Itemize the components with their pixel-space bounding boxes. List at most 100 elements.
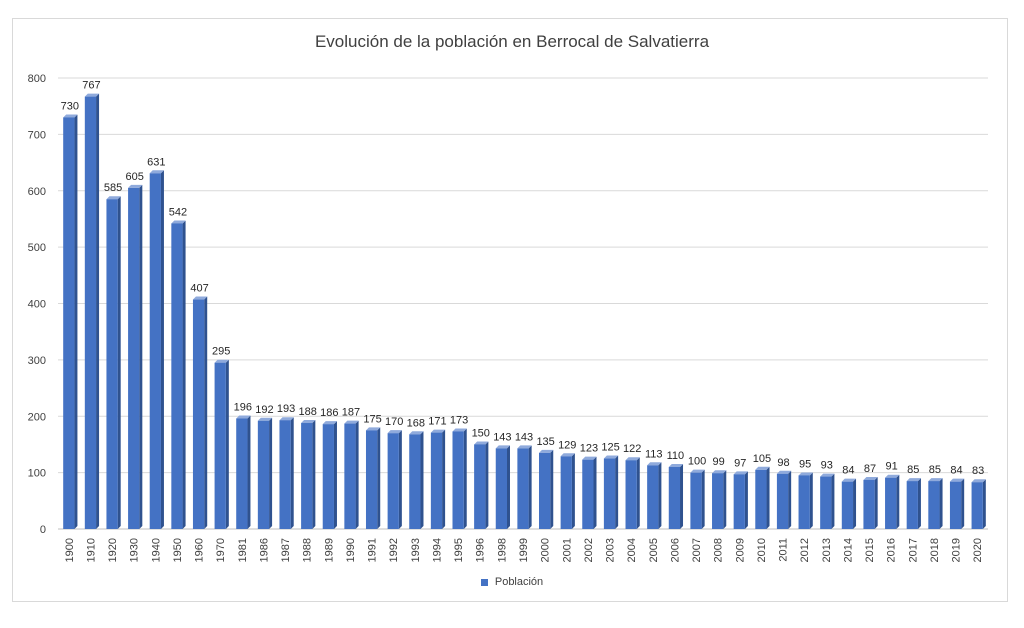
bar-side bbox=[463, 428, 467, 529]
y-tick-label: 200 bbox=[28, 411, 46, 423]
y-tick-label: 300 bbox=[28, 355, 46, 367]
bar-side bbox=[420, 431, 424, 529]
bar-side bbox=[766, 466, 770, 529]
bar-top bbox=[387, 430, 402, 434]
bar bbox=[841, 481, 854, 529]
data-label: 188 bbox=[299, 406, 317, 418]
bar-top bbox=[171, 220, 186, 224]
x-tick-label: 2015 bbox=[864, 538, 876, 562]
bar bbox=[539, 452, 551, 529]
x-tick-label: 1992 bbox=[388, 538, 400, 562]
bar-top bbox=[365, 427, 381, 431]
bar-top bbox=[63, 114, 78, 118]
data-label: 100 bbox=[688, 456, 706, 468]
bar bbox=[236, 418, 248, 529]
bar bbox=[149, 173, 161, 529]
y-tick-label: 400 bbox=[28, 299, 46, 311]
data-label: 84 bbox=[950, 465, 962, 477]
x-tick-label: 2006 bbox=[669, 538, 681, 562]
bar-top bbox=[149, 170, 164, 174]
bar bbox=[603, 458, 616, 529]
bar-side bbox=[117, 196, 121, 530]
bar-top bbox=[820, 473, 835, 477]
data-label: 113 bbox=[645, 448, 663, 460]
bar-top bbox=[106, 196, 121, 200]
bar bbox=[279, 420, 291, 529]
bar bbox=[474, 444, 486, 529]
bar-side bbox=[809, 472, 813, 529]
bar-side bbox=[550, 449, 554, 529]
bar-top bbox=[128, 184, 143, 188]
bar-top bbox=[344, 420, 359, 424]
bar-side bbox=[615, 455, 619, 529]
bar bbox=[409, 434, 421, 529]
data-label: 125 bbox=[601, 442, 619, 454]
y-tick-label: 600 bbox=[28, 186, 46, 198]
bar-side bbox=[442, 429, 446, 529]
bar-top bbox=[928, 478, 943, 482]
bar-side bbox=[831, 473, 835, 529]
x-tick-label: 1990 bbox=[345, 538, 357, 562]
data-label: 123 bbox=[580, 443, 598, 455]
x-tick-label: 2005 bbox=[648, 538, 660, 562]
y-tick-label: 700 bbox=[28, 129, 46, 141]
x-tick-label: 1995 bbox=[453, 538, 465, 562]
x-tick-label: 2008 bbox=[713, 538, 725, 562]
data-label: 84 bbox=[842, 465, 854, 477]
x-tick-label: 2019 bbox=[951, 538, 963, 562]
bar-side bbox=[96, 93, 100, 529]
x-tick-label: 2003 bbox=[605, 538, 617, 562]
data-label: 110 bbox=[667, 450, 685, 462]
data-label: 187 bbox=[342, 407, 360, 419]
bar-side bbox=[506, 445, 510, 529]
legend-swatch bbox=[480, 578, 488, 586]
bar bbox=[192, 299, 205, 529]
bar bbox=[690, 472, 702, 529]
x-tick-label: 2014 bbox=[842, 538, 854, 562]
data-label: 168 bbox=[407, 417, 425, 429]
bar bbox=[560, 456, 572, 529]
bar-side bbox=[182, 220, 186, 529]
data-label: 186 bbox=[320, 407, 338, 419]
bar bbox=[344, 423, 356, 529]
bar-side bbox=[982, 479, 986, 529]
x-tick-label: 1988 bbox=[302, 538, 314, 562]
bar bbox=[820, 476, 832, 529]
bar-top bbox=[712, 470, 727, 474]
x-tick-label: 1981 bbox=[237, 538, 249, 562]
bar bbox=[755, 469, 767, 529]
x-tick-label: 1950 bbox=[172, 538, 184, 562]
bar-side bbox=[377, 427, 381, 529]
bar-top bbox=[495, 445, 510, 449]
data-label: 105 bbox=[753, 453, 771, 465]
x-tick-label: 2009 bbox=[734, 538, 746, 562]
bar-side bbox=[571, 453, 575, 529]
x-tick-label: 1994 bbox=[431, 538, 443, 562]
bar-top bbox=[798, 472, 813, 476]
bar-side bbox=[744, 471, 748, 529]
x-tick-label: 2002 bbox=[583, 538, 595, 562]
bar bbox=[452, 431, 464, 529]
bar-side bbox=[355, 420, 359, 529]
bar-side bbox=[680, 463, 684, 529]
data-label: 170 bbox=[385, 416, 403, 428]
data-label: 87 bbox=[864, 463, 876, 475]
x-tick-label: 2001 bbox=[561, 538, 573, 562]
bar-top bbox=[214, 359, 229, 363]
bar-top bbox=[755, 466, 770, 470]
bar bbox=[863, 479, 875, 529]
data-label: 83 bbox=[972, 465, 984, 477]
bar-top bbox=[257, 417, 273, 421]
bar-side bbox=[961, 478, 965, 529]
bar-top bbox=[322, 421, 337, 425]
legend-label: Población bbox=[494, 576, 544, 589]
x-tick-label: 2004 bbox=[626, 538, 638, 562]
bar-top bbox=[603, 455, 619, 459]
x-tick-label: 2020 bbox=[972, 538, 984, 562]
bar-top bbox=[776, 470, 792, 474]
bar-side bbox=[528, 445, 532, 529]
bar-side bbox=[204, 296, 208, 529]
x-tick-label: 1996 bbox=[475, 538, 487, 562]
data-label: 95 bbox=[799, 458, 811, 470]
x-tick-label: 1900 bbox=[64, 538, 76, 562]
